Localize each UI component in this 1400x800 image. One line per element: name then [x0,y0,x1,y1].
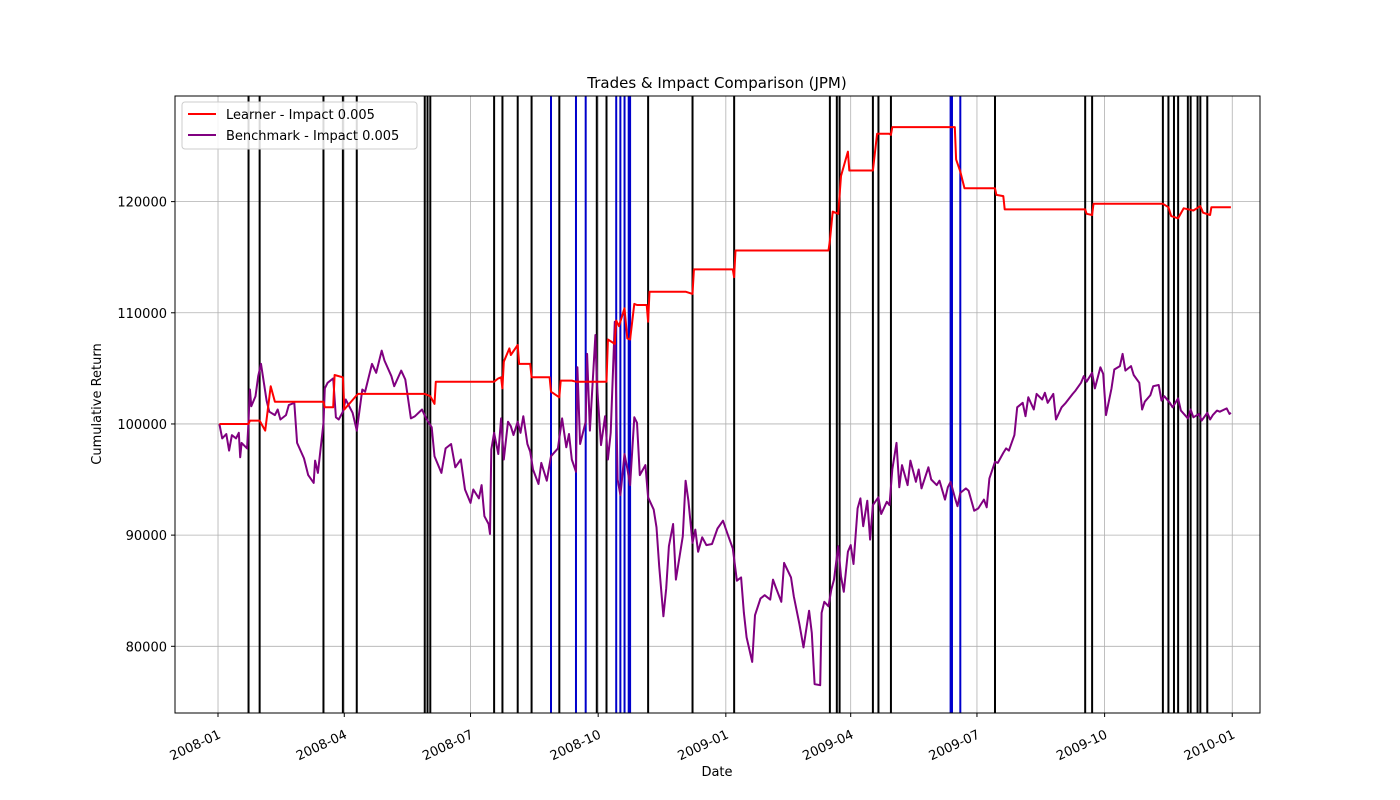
plot-frame [174,95,1261,714]
legend-label-learner: Learner - Impact 0.005 [226,108,375,123]
y-axis-label: Cumulative Return [90,343,105,464]
legend-box [181,101,418,150]
y-tick-label: 80000 [126,640,167,655]
x-axis-label: Date [701,765,732,780]
series-line-benchmark [218,320,1232,687]
y-tick-label: 100000 [117,418,167,433]
legend-label-benchmark: Benchmark - Impact 0.005 [226,129,399,144]
y-tick-label: 120000 [117,196,167,211]
chart-title: Trades & Impact Comparison (JPM) [586,74,846,92]
series-line-learner [219,126,1231,432]
legend: Learner - Impact 0.005 Benchmark - Impac… [181,101,418,150]
y-tick-label: 110000 [117,307,167,322]
series-layer [218,126,1232,687]
y-tick-label: 90000 [126,529,167,544]
grid-layer [175,96,1260,713]
